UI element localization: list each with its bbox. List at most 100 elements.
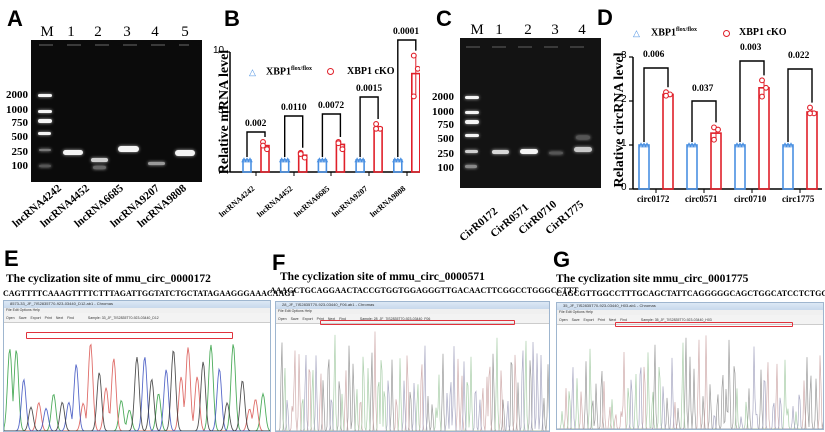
lane-header: 2: [524, 22, 532, 38]
lane-header: 2: [94, 24, 102, 40]
category-label: lncRNA4242: [217, 184, 257, 219]
ladder-band: [465, 165, 477, 168]
tool-open-button[interactable]: Open: [559, 317, 568, 322]
lane-header: 3: [551, 22, 559, 38]
tool-find-button[interactable]: Find: [339, 316, 346, 321]
sample-band: [549, 152, 563, 154]
tool-open-button[interactable]: Open: [6, 315, 15, 320]
bar-chart-d: [629, 56, 822, 193]
tool-next-button[interactable]: Next: [327, 316, 336, 321]
tool-find-button[interactable]: Find: [620, 317, 627, 322]
ladder-label: 750: [437, 119, 455, 131]
lane-header: M: [40, 24, 54, 40]
lane-header: 5: [181, 24, 189, 40]
tool-export-button[interactable]: Export: [30, 315, 41, 320]
cyclization-title-e: The cyclization site of mmu_circ_0000172: [6, 273, 211, 285]
tool-next-button[interactable]: Next: [55, 315, 64, 320]
sequence-g: CAGCGTTGGCCTTTGCAGCTATTCAGGGGGCAGCTGGCAT…: [556, 289, 825, 298]
ladder-label: 1000: [432, 106, 454, 118]
ytick-label: 10: [213, 45, 225, 56]
ladder-band: [465, 111, 479, 114]
pvalue-label: 0.037: [692, 84, 714, 94]
menu-bar[interactable]: File Edit Options Help: [557, 310, 823, 315]
panel-label-d: D: [597, 5, 613, 30]
ytick-label: 5: [218, 105, 224, 116]
tool-open-button[interactable]: Open: [278, 316, 287, 321]
panel-label-b: B: [224, 6, 240, 31]
ladder-band: [39, 149, 51, 151]
ladder-band: [465, 150, 478, 153]
ladder-band: [39, 165, 51, 167]
gel-well: [39, 44, 189, 46]
sample-band: [574, 147, 592, 152]
toolbar: Open Save Export Print Next Find Sample:…: [276, 314, 549, 324]
x-ticks-d: [655, 189, 801, 193]
sample-name: Sample: 35_JF_7IS2835T70-923-03440_H03: [640, 317, 712, 322]
ladder-band: [38, 132, 51, 135]
gel-image-a: [31, 40, 202, 182]
ladder-label: 500: [11, 131, 29, 143]
tool-find-button[interactable]: Find: [67, 315, 74, 320]
lane-header: 1: [67, 24, 75, 40]
tool-next-button[interactable]: Next: [608, 317, 617, 322]
legend-triangle-icon: △: [249, 67, 256, 77]
tool-export-button[interactable]: Export: [302, 316, 313, 321]
legend-triangle-icon: △: [633, 28, 640, 38]
chromatogram-window-g: 35_JF_7IS2835T70-923-03440_H03.ab1 - Chr…: [556, 302, 824, 430]
tool-print-button[interactable]: Print: [597, 317, 605, 322]
tool-print-button[interactable]: Print: [44, 315, 52, 320]
legend-label-cko: XBP1 cKO: [739, 27, 787, 38]
legend-label-cko: XBP1 cKO: [347, 66, 395, 77]
ladder-band: [38, 110, 52, 113]
cyclization-title-g: The cyclization site mmu_circ_0001775: [556, 273, 749, 285]
tool-save-button[interactable]: Save: [290, 316, 299, 321]
lane-header: 3: [123, 24, 131, 40]
pvalue-label: 0.0072: [318, 101, 345, 111]
cyclization-site-highlight: [26, 332, 233, 339]
tool-export-button[interactable]: Export: [583, 317, 594, 322]
menu-bar[interactable]: File Edit Options Help: [276, 309, 549, 314]
sample-name: Sample: 33_JF_7IS2835T70-923-03440_D12: [87, 315, 159, 320]
sample-band: [576, 136, 590, 139]
ytick-label: 1: [621, 138, 627, 149]
pvalue-label: 0.022: [788, 51, 810, 61]
ytick-label: 3: [621, 50, 627, 61]
lane-header: 1: [495, 22, 503, 38]
ladder-label: 100: [437, 162, 455, 174]
tool-save-button[interactable]: Save: [571, 317, 580, 322]
panel-label-e: E: [4, 246, 19, 271]
ladder-band: [465, 134, 479, 137]
ladder-label: 250: [11, 146, 29, 158]
menu-bar[interactable]: File Edit Options Help: [4, 308, 270, 313]
legend-label-control: XBP1flox/flox: [266, 66, 312, 78]
tool-print-button[interactable]: Print: [316, 316, 324, 321]
ytick-label: 2: [621, 94, 627, 105]
ladder-label: 500: [437, 133, 455, 145]
category-label: circ1775: [782, 194, 815, 204]
chromatogram-window-e: 8573-33_JF_7IS2835T70-923-03440_D12.ab1 …: [3, 300, 271, 432]
sample-name: Sample: 28_JF_7IS2835T70-923-03440_F06: [359, 316, 431, 321]
ladder-band: [38, 94, 52, 97]
lane-header: 4: [151, 24, 159, 40]
gel-image-c: [460, 38, 601, 188]
trace-plot-f: [276, 331, 549, 431]
ytick-label: 0: [621, 182, 627, 193]
ladder-band: [465, 120, 479, 124]
panel-label-a: A: [7, 6, 23, 31]
sample-band: [63, 150, 83, 155]
ladder-label: 100: [11, 160, 29, 172]
toolbar: Open Save Export Print Next Find Sample:…: [4, 313, 270, 323]
ladder-band: [38, 119, 52, 123]
tool-save-button[interactable]: Save: [18, 315, 27, 320]
category-label: circ0571: [685, 194, 718, 204]
ladder-label: 250: [437, 148, 455, 160]
ladder-band: [465, 96, 479, 99]
ladder-label: 750: [11, 117, 29, 129]
category-label: lncRNA9207: [330, 184, 370, 219]
lane-header: 4: [578, 22, 586, 38]
panel-label-c: C: [436, 6, 452, 31]
cyclization-site-highlight: [320, 320, 515, 325]
ytick-label: 0: [218, 165, 224, 176]
pvalue-label: 0.0110: [281, 103, 307, 113]
x-ticks-b: [255, 172, 408, 176]
